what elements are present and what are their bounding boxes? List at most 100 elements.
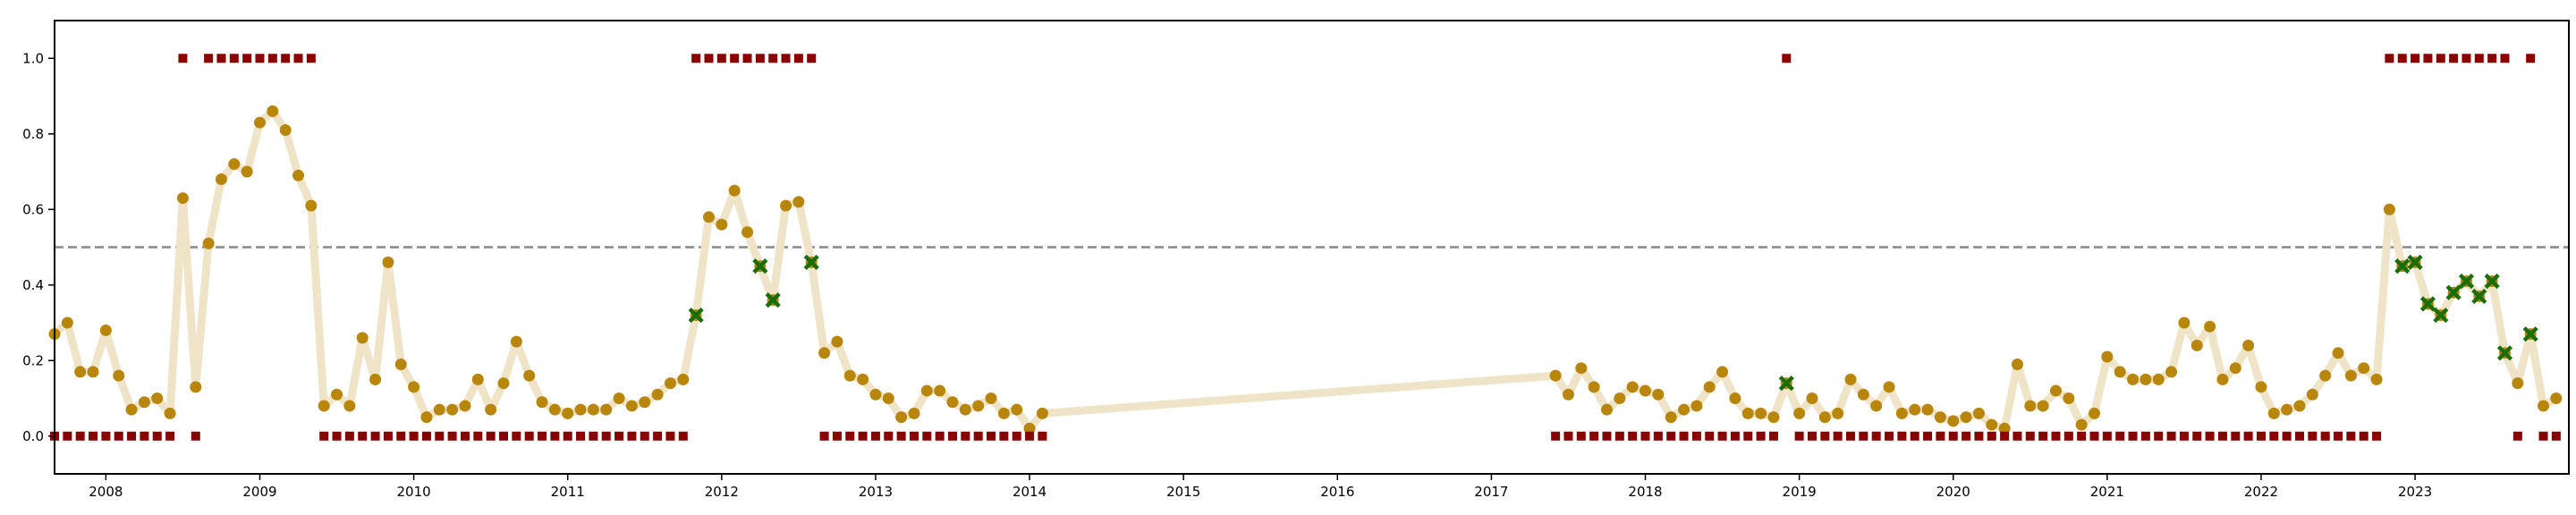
label-marker	[2179, 431, 2189, 441]
label-marker	[421, 431, 431, 441]
label-marker	[358, 431, 368, 441]
score-point	[2152, 373, 2165, 385]
score-point	[1960, 411, 1972, 424]
score-point	[2512, 377, 2524, 390]
score-point	[241, 165, 253, 178]
score-point	[2049, 384, 2062, 397]
score-point	[485, 403, 497, 416]
flagged-marker	[2419, 296, 2436, 312]
score-point	[1600, 403, 1613, 416]
score-point	[343, 400, 356, 412]
x-tick-label: 2018	[1628, 484, 1662, 500]
y-tick-label: 0.0	[22, 428, 44, 444]
label-marker	[819, 431, 829, 441]
label-marker	[2089, 431, 2099, 441]
y-tick-label: 0.6	[22, 201, 44, 217]
score-point	[433, 403, 445, 416]
score-point	[1947, 415, 1960, 427]
score-point	[920, 384, 933, 397]
flagged-marker	[752, 258, 768, 274]
label-marker	[1885, 431, 1894, 441]
score-point	[1972, 407, 1985, 419]
score-point	[1767, 411, 1780, 424]
score-point	[1883, 381, 1895, 393]
label-marker	[1833, 431, 1843, 441]
score-point	[1870, 400, 1883, 412]
label-marker	[1640, 431, 1650, 441]
label-marker	[1653, 431, 1663, 441]
score-point	[600, 403, 613, 416]
label-marker	[832, 431, 842, 441]
flagged-marker	[2522, 326, 2538, 342]
x-tick-label: 2011	[551, 484, 585, 500]
score-point	[1909, 403, 1921, 416]
label-marker	[640, 431, 649, 441]
label-marker	[2063, 431, 2073, 441]
y-tick-label: 1.0	[22, 50, 44, 66]
label-marker	[947, 431, 957, 441]
label-marker	[216, 54, 226, 63]
score-point	[292, 169, 305, 182]
label-marker	[2269, 431, 2279, 441]
label-marker	[2102, 431, 2112, 441]
x-tick-label: 2012	[705, 484, 739, 500]
y-tick-label: 0.8	[22, 126, 44, 142]
label-marker	[614, 431, 624, 441]
label-marker	[332, 431, 342, 441]
x-tick-label: 2015	[1166, 484, 1200, 500]
label-marker	[1628, 431, 1638, 441]
label-marker	[2397, 54, 2407, 63]
label-marker	[2538, 431, 2548, 441]
label-marker	[178, 54, 188, 63]
label-marker	[2500, 54, 2510, 63]
score-point	[113, 369, 125, 382]
x-tick-label: 2009	[242, 484, 276, 500]
label-marker	[2423, 54, 2433, 63]
label-marker	[896, 431, 906, 441]
label-marker	[2243, 431, 2253, 441]
score-point	[651, 388, 664, 401]
label-marker	[909, 431, 919, 441]
label-marker	[691, 54, 701, 63]
label-marker	[255, 54, 265, 63]
score-point	[356, 332, 369, 344]
label-marker	[191, 431, 200, 441]
score-point	[831, 335, 843, 348]
label-marker	[344, 431, 354, 441]
label-marker	[755, 54, 765, 63]
score-point	[2306, 388, 2318, 401]
label-marker	[1987, 431, 1996, 441]
label-marker	[2320, 431, 2330, 441]
label-marker	[601, 431, 611, 441]
score-point	[741, 226, 754, 239]
score-point	[1741, 407, 1754, 419]
label-marker	[396, 431, 406, 441]
axes: 2008 2009 2010 2011 2012 2013 2014 2015 2016 2017…	[22, 50, 2432, 500]
label-marker	[498, 431, 508, 441]
label-marker	[2526, 54, 2536, 63]
label-marker	[409, 431, 419, 441]
score-point	[176, 192, 189, 205]
label-marker	[1923, 431, 1933, 441]
label-marker	[140, 431, 149, 441]
score-point	[869, 388, 882, 401]
score-point	[1818, 411, 1831, 424]
score-point	[1729, 393, 1741, 404]
label-marker	[678, 431, 688, 441]
score-point	[2101, 350, 2114, 363]
label-marker	[768, 54, 778, 63]
score-point	[1614, 393, 1626, 404]
label-marker	[1743, 431, 1753, 441]
score-point	[459, 400, 471, 412]
x-tick-label: 2010	[397, 484, 431, 500]
score-point	[1844, 373, 1857, 385]
label-marker	[319, 431, 329, 441]
score-point	[523, 369, 536, 382]
label-marker	[2025, 431, 2035, 441]
label-marker	[204, 54, 214, 63]
score-point	[2114, 366, 2126, 378]
label-marker	[1768, 431, 1778, 441]
label-marker	[1730, 431, 1740, 441]
label-marker	[383, 431, 393, 441]
